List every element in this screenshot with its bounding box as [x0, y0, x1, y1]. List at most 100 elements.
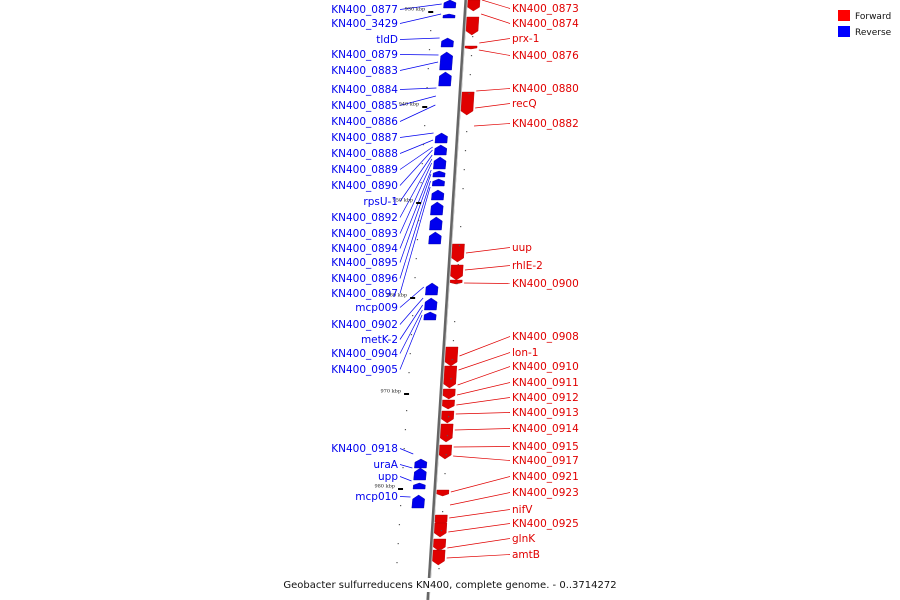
reverse-leader-line [399, 132, 434, 138]
forward-gene-label: nifV [512, 504, 533, 516]
reverse-gene-label: KN400_0894 [331, 243, 398, 255]
reverse-leader-line [399, 297, 424, 325]
minor-tick [420, 182, 422, 184]
reverse-gene-label: KN400_0879 [331, 49, 398, 61]
reverse-gene-label: KN400_0892 [331, 212, 398, 224]
minor-tick [470, 55, 473, 57]
forward-leader-line [479, 38, 511, 44]
forward-leader-line [464, 265, 511, 271]
reverse-gene-label: mcp009 [355, 302, 398, 314]
scale-tick-label: 940 kbp [399, 102, 420, 108]
minor-tick [444, 473, 446, 475]
reverse-gene-label: KN400_0887 [331, 132, 398, 144]
forward-gene-label: KN400_0910 [512, 361, 579, 373]
reverse-leader-line [399, 464, 413, 469]
reverse-gene-mark [430, 201, 444, 216]
reverse-leader-line [399, 149, 433, 186]
forward-leader-line [456, 382, 511, 396]
minor-tick [458, 245, 461, 247]
minor-tick [462, 188, 464, 190]
minor-tick [421, 163, 423, 165]
forward-gene-label: uup [512, 242, 532, 254]
minor-tick [451, 359, 453, 361]
legend: Forward Reverse [838, 10, 892, 38]
minor-tick [463, 169, 465, 171]
reverse-gene-label: KN400_0885 [331, 100, 398, 112]
reverse-gene-label: KN400_0904 [331, 348, 398, 360]
gene-marks [411, 0, 481, 566]
forward-leader-line [457, 366, 511, 386]
reverse-gene-mark [432, 170, 446, 178]
minor-tick [414, 277, 416, 279]
reverse-gene-label: KN400_0890 [331, 180, 398, 192]
scale-tick [398, 488, 404, 490]
reverse-leader-line [399, 314, 423, 370]
scale-tick-label: 970 kbp [380, 389, 401, 395]
forward-leader-line [464, 282, 511, 284]
reverse-gene-mark [428, 231, 442, 245]
scale-tick [428, 11, 434, 13]
forward-gene-mark [449, 279, 463, 285]
reverse-gene-mark [413, 467, 427, 481]
forward-gene-label: glnK [512, 533, 536, 545]
legend-forward-swatch [838, 10, 850, 21]
forward-leader-line [476, 88, 511, 92]
minor-tick [415, 258, 417, 260]
reverse-gene-label: KN400_0888 [331, 148, 398, 160]
forward-gene-label: KN400_0908 [512, 331, 579, 343]
reverse-leader-line [399, 476, 412, 482]
gene-labels: KN400_0873 KN400_0874 prx-1 KN400_0876 KN400… [331, 3, 579, 561]
forward-gene-mark [433, 538, 447, 552]
forward-gene-mark [444, 346, 459, 367]
reverse-leader-line [399, 95, 437, 106]
forward-leader-line [456, 397, 511, 406]
reverse-leader-line [399, 309, 423, 354]
reverse-gene-label: KN400_0893 [331, 228, 398, 240]
forward-gene-label: KN400_0925 [512, 518, 579, 530]
forward-gene-mark [432, 549, 446, 566]
forward-leader-line [447, 538, 511, 549]
reverse-leader-line [399, 186, 431, 294]
reverse-gene-mark [414, 458, 428, 469]
reverse-gene-label: KN400_0905 [331, 364, 398, 376]
reverse-gene-label: KN400_0918 [331, 443, 398, 455]
reverse-gene-label: KN400_0886 [331, 116, 398, 128]
reverse-leader-line [399, 180, 431, 279]
forward-gene-mark [438, 444, 453, 460]
minor-tick [424, 125, 426, 127]
minor-tick [426, 87, 428, 89]
reverse-leader-line [399, 173, 432, 263]
minor-tick [428, 49, 431, 51]
reverse-leader-line [399, 448, 414, 455]
reverse-gene-label: KN400_0897 [331, 288, 398, 300]
minor-tick [403, 448, 405, 450]
forward-leader-line [455, 412, 511, 415]
minor-tick [422, 144, 425, 146]
reverse-leader-line [399, 61, 439, 71]
forward-leader-line [450, 476, 511, 493]
reverse-gene-mark [412, 482, 426, 490]
minor-tick [468, 93, 470, 95]
forward-gene-label: KN400_0900 [512, 278, 579, 290]
forward-gene-label: KN400_0923 [512, 487, 579, 499]
minor-tick [396, 562, 398, 564]
scale-tick [422, 106, 428, 108]
reverse-leader-line [399, 154, 433, 202]
reverse-leader-line [399, 162, 432, 234]
reverse-gene-label: uraA [373, 459, 398, 471]
reverse-gene-mark [440, 37, 454, 48]
reverse-gene-mark [434, 132, 448, 144]
minor-tick [412, 315, 414, 317]
forward-gene-label: KN400_0921 [512, 471, 579, 483]
reverse-gene-mark [438, 71, 452, 87]
forward-gene-label: rhlE-2 [512, 260, 543, 272]
reverse-gene-label: metK-2 [361, 334, 398, 346]
forward-leader-line [453, 455, 511, 461]
forward-leader-line [458, 352, 511, 371]
scale-tick [404, 393, 410, 395]
forward-gene-label: recQ [512, 98, 537, 110]
scale-tick-label: 960 kbp [387, 293, 408, 299]
reverse-gene-mark [429, 216, 443, 231]
minor-tick [409, 353, 411, 355]
